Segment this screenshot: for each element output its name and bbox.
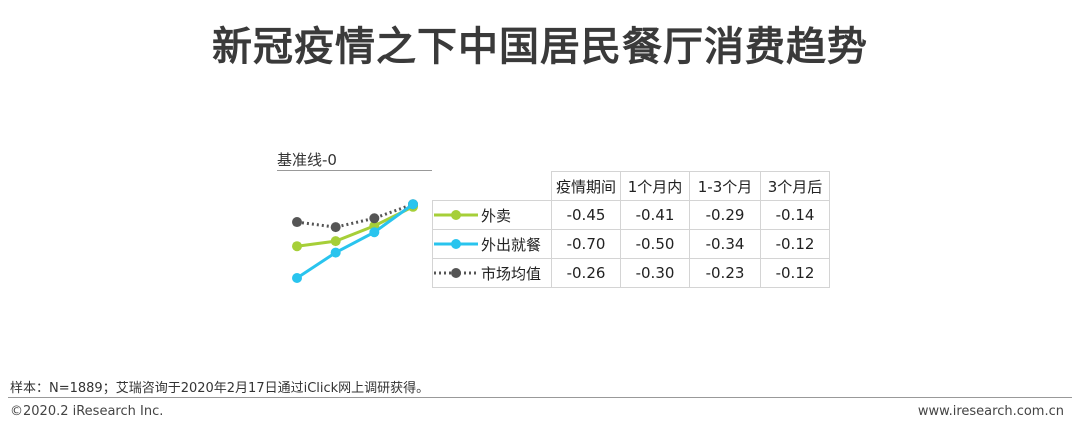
series-line <box>296 205 414 248</box>
table-cell: -0.30 <box>620 258 690 288</box>
data-point <box>330 236 341 247</box>
data-point <box>330 247 341 258</box>
column-header: 1个月内 <box>620 171 690 201</box>
data-point <box>369 213 380 224</box>
table-row: 市场均值 -0.26 -0.30 -0.23 -0.12 <box>432 258 830 288</box>
table-cell: -0.23 <box>689 258 761 288</box>
legend-swatch-icon <box>434 239 478 249</box>
table-row: 外卖 -0.45 -0.41 -0.29 -0.14 <box>432 200 830 230</box>
table-corner <box>432 171 552 201</box>
table-cell: -0.70 <box>551 229 621 259</box>
baseline-label: 基准线-0 <box>277 151 337 169</box>
data-point <box>369 227 380 238</box>
table-cell: -0.34 <box>689 229 761 259</box>
table-cell: -0.12 <box>760 258 830 288</box>
table-cell: -0.45 <box>551 200 621 230</box>
data-point <box>408 199 418 210</box>
table-cell: -0.29 <box>689 200 761 230</box>
data-point <box>292 273 302 283</box>
data-point <box>330 222 341 233</box>
data-point <box>292 217 302 228</box>
table-cell: -0.41 <box>620 200 690 230</box>
table-cell: -0.14 <box>760 200 830 230</box>
column-header: 3个月后 <box>760 171 830 201</box>
data-table: 疫情期间 1个月内 1-3个月 3个月后 外卖 -0.45 -0.41 -0.2… <box>432 171 830 288</box>
line-chart <box>292 199 418 283</box>
table-cell: -0.26 <box>551 258 621 288</box>
table-header-row: 疫情期间 1个月内 1-3个月 3个月后 <box>432 171 830 201</box>
legend-item: 外卖 <box>432 200 552 230</box>
column-header: 1-3个月 <box>689 171 761 201</box>
copyright-text: ©2020.2 iResearch Inc. <box>10 404 164 419</box>
baseline-line <box>277 170 432 171</box>
legend-label: 市场均值 <box>481 264 542 283</box>
legend-swatch-icon <box>434 268 478 278</box>
table-cell: -0.12 <box>760 229 830 259</box>
legend-item: 市场均值 <box>432 258 552 288</box>
legend-label: 外出就餐 <box>481 235 542 254</box>
page-title: 新冠疫情之下中国居民餐厅消费趋势 <box>212 24 868 70</box>
legend-label: 外卖 <box>481 206 512 225</box>
column-header: 疫情期间 <box>551 171 621 201</box>
data-point <box>292 241 302 252</box>
footer-divider <box>8 397 1072 398</box>
legend-swatch-icon <box>434 210 478 220</box>
website-link[interactable]: www.iresearch.com.cn <box>917 404 1064 419</box>
table-row: 外出就餐 -0.70 -0.50 -0.34 -0.12 <box>432 229 830 259</box>
sample-note: 样本：N=1889；艾瑞咨询于2020年2月17日通过iClick网上调研获得。 <box>10 381 430 396</box>
series-line <box>296 203 414 280</box>
table-cell: -0.50 <box>620 229 690 259</box>
legend-item: 外出就餐 <box>432 229 552 259</box>
